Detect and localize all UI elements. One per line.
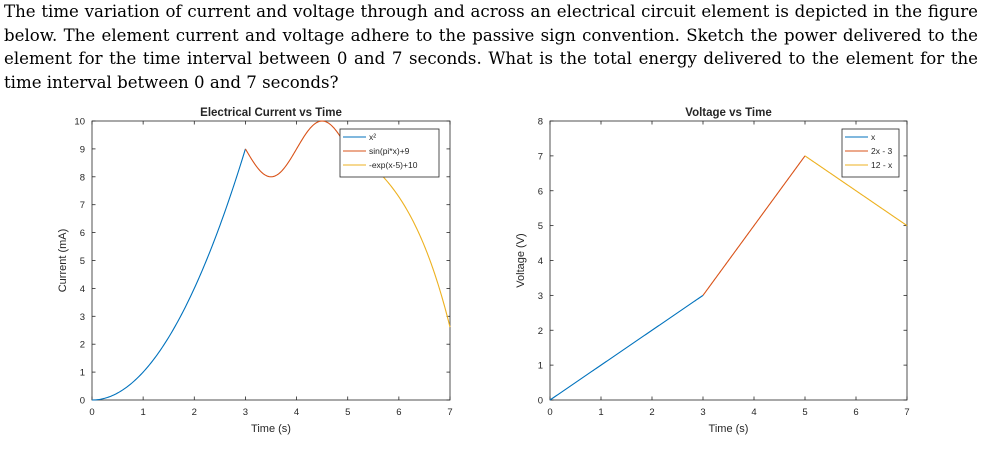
x-tick-label: 2 xyxy=(649,407,654,418)
series-line-0 xyxy=(549,294,704,401)
x-tick-label: 3 xyxy=(243,407,248,418)
y-tick-label: 1 xyxy=(538,361,543,372)
series-line-1 xyxy=(702,155,806,296)
y-tick-label: 7 xyxy=(538,151,543,162)
legend-label: x xyxy=(871,132,876,142)
legend-label: 2x - 3 xyxy=(871,146,893,156)
x-tick-label: 0 xyxy=(547,407,552,418)
series-line-2 xyxy=(804,155,908,227)
voltage-chart: 0 1 2 3 4 5 6 7 0 1 2 3 4 5 6 7 8 Voltage vs Time Time (s)… xyxy=(515,107,910,435)
y-tick-label: 4 xyxy=(538,256,543,267)
legend-label: -exp(x-5)+10 xyxy=(369,160,418,170)
x-tick-label: 5 xyxy=(802,407,807,418)
x-tick-label: 1 xyxy=(598,407,603,418)
y-tick-label: 1 xyxy=(80,368,85,379)
y-tick-label: 6 xyxy=(538,186,543,197)
y-tick-label: 8 xyxy=(80,172,85,183)
x-tick-label: 4 xyxy=(751,407,756,418)
legend-label: sin(pi*x)+9 xyxy=(369,146,410,156)
y-tick-label: 5 xyxy=(538,221,543,232)
x-tick-label: 2 xyxy=(192,407,197,418)
x-axis-label: Time (s) xyxy=(709,423,749,435)
y-tick-label: 6 xyxy=(80,228,85,239)
x-tick-label: 1 xyxy=(140,407,145,418)
y-axis-label: Current (mA) xyxy=(57,229,69,293)
current-chart: 0 1 2 3 4 5 6 7 0 1 2 3 4 5 6 7 8 9 10 Electrical Current v… xyxy=(57,107,453,435)
chart-title: Voltage vs Time xyxy=(685,107,772,119)
y-axis-label: Voltage (V) xyxy=(515,233,527,287)
y-tick-label: 8 xyxy=(538,117,543,128)
x-axis-label: Time (s) xyxy=(251,423,291,435)
y-tick-label: 9 xyxy=(80,144,85,155)
legend-label: 12 - x xyxy=(871,160,893,170)
y-tick-label: 2 xyxy=(80,340,85,351)
y-tick-label: 10 xyxy=(74,117,85,128)
x-tick-label: 3 xyxy=(700,407,705,418)
x-tick-label: 5 xyxy=(345,407,350,418)
series-line-0 xyxy=(91,148,246,401)
y-tick-label: 3 xyxy=(80,312,85,323)
legend-label: x² xyxy=(369,132,376,142)
y-tick-label: 5 xyxy=(80,256,85,267)
y-tick-label: 0 xyxy=(538,396,543,407)
series-line-1 xyxy=(244,120,349,178)
x-tick-label: 0 xyxy=(89,407,94,418)
x-tick-label: 7 xyxy=(447,407,452,418)
chart-title: Electrical Current vs Time xyxy=(200,107,342,119)
y-tick-label: 2 xyxy=(538,326,543,337)
y-tick-label: 7 xyxy=(80,200,85,211)
x-tick-label: 7 xyxy=(904,407,909,418)
x-tick-label: 6 xyxy=(853,407,858,418)
y-tick-label: 3 xyxy=(538,291,543,302)
x-tick-label: 4 xyxy=(294,407,299,418)
question-text: The time variation of current and voltag… xyxy=(4,2,978,92)
x-tick-label: 6 xyxy=(396,407,401,418)
y-tick-label: 0 xyxy=(80,396,85,407)
y-tick-label: 4 xyxy=(80,284,85,295)
